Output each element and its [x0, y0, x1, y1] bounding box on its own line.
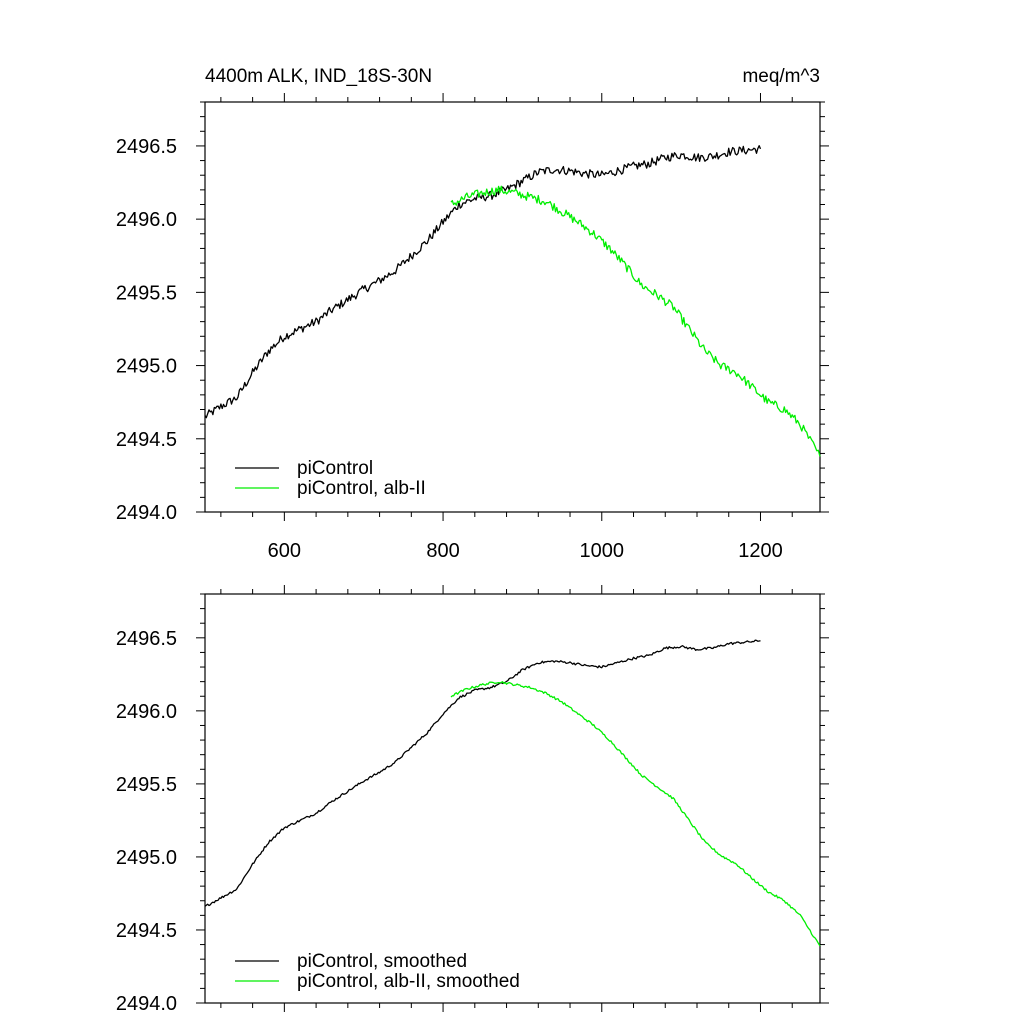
- x-tick-label: 1200: [738, 540, 783, 562]
- y-tick-label: 2495.5: [116, 774, 177, 796]
- x-tick-label: 600: [268, 540, 301, 562]
- series-line-picontrol: [204, 639, 761, 907]
- y-tick-label: 2496.5: [116, 136, 177, 158]
- y-tick-label: 2496.0: [116, 209, 177, 231]
- legend-label: piControl, alb-II: [297, 478, 426, 499]
- y-tick-label: 2494.5: [116, 920, 177, 942]
- x-tick-label: 1000: [580, 540, 625, 562]
- series-line-picontrol-alb-ii: [450, 185, 821, 457]
- y-tick-label: 2496.0: [116, 701, 177, 723]
- y-tick-label: 2495.0: [116, 356, 177, 378]
- x-tick-label: 800: [426, 540, 459, 562]
- y-tick-label: 2495.0: [116, 847, 177, 869]
- chart-units-label: meq/m^3: [742, 66, 820, 87]
- plot-frame: [204, 101, 821, 513]
- chart-title-left: 4400m ALK, IND_18S-30N: [205, 66, 432, 87]
- top-panel: 600 800 1000 1200 2494.0 2494.5 2495.0 2495.5 24…: [116, 66, 829, 562]
- y-tick-label: 2496.5: [116, 628, 177, 650]
- y-tick-label: 2495.5: [116, 282, 177, 304]
- y-tick-label: 2494.0: [116, 993, 177, 1015]
- series-line-picontrol-alb-ii: [450, 681, 821, 947]
- series-line-picontrol: [204, 145, 762, 419]
- y-tick-label: 2494.0: [116, 502, 177, 524]
- legend-label: piControl: [297, 458, 373, 479]
- y-tick-label: 2494.5: [116, 429, 177, 451]
- bottom-panel: 2494.0 2494.5 2495.0 2495.5 2496.0 2496.5 piCo…: [116, 585, 829, 1015]
- legend-label: piControl, alb-II, smoothed: [297, 971, 520, 992]
- legend-label: piControl, smoothed: [297, 951, 467, 972]
- plot-frame: [204, 593, 821, 1004]
